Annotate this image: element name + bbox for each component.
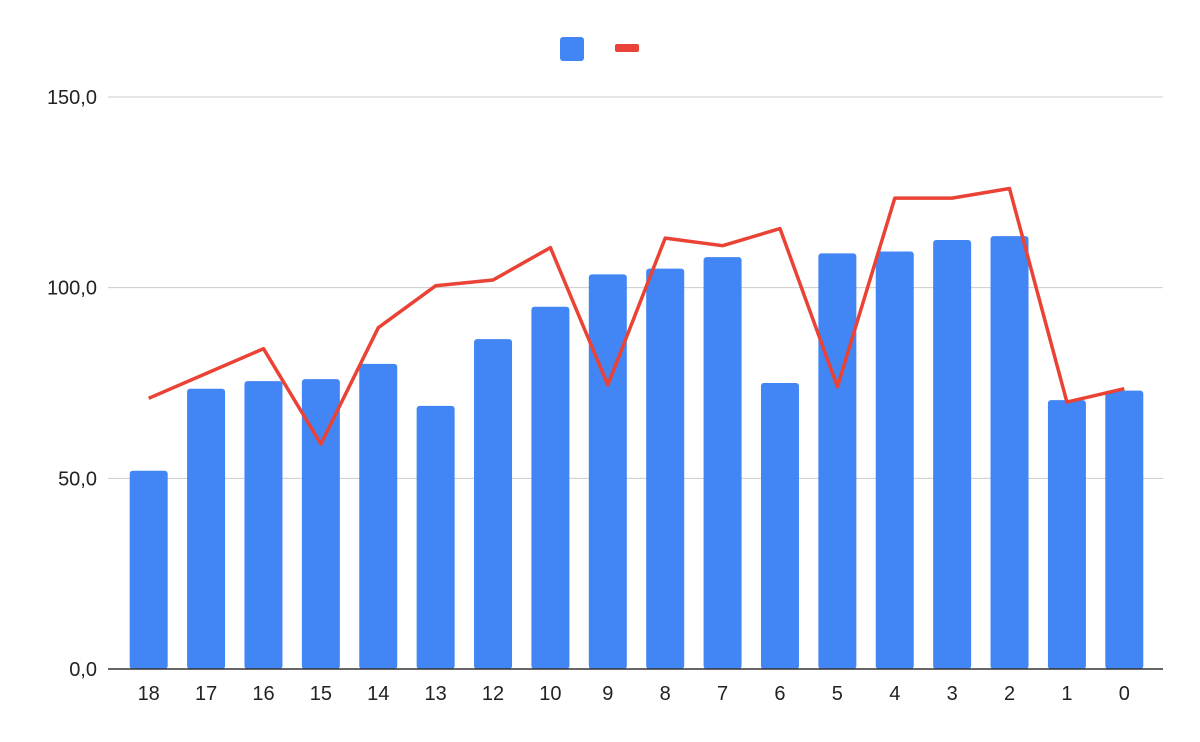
y-tick-label: 0,0: [69, 659, 97, 681]
y-tick-label: 100,0: [47, 278, 97, 300]
x-tick-label: 13: [425, 683, 447, 705]
bar: [416, 405, 455, 669]
x-tick-label: 15: [310, 683, 332, 705]
x-tick-label: 2: [1004, 683, 1015, 705]
bar: [187, 388, 226, 669]
bar: [301, 379, 340, 669]
line-series-path: [148, 186, 1125, 446]
bar: [244, 381, 283, 669]
bar: [1105, 390, 1144, 669]
x-tick-label: 5: [832, 683, 843, 705]
bar-series: [129, 236, 1144, 670]
bar: [818, 253, 857, 669]
bar: [359, 363, 398, 669]
x-tick-label: 18: [138, 683, 160, 705]
bar: [646, 268, 685, 669]
y-tick-label: 50,0: [58, 468, 97, 490]
x-axis: 18 17 16 15 14 13 12 10 9 8 7 6 5 4 3 2 1 0: [108, 668, 1163, 705]
gridlines: [108, 96, 1163, 479]
bar: [990, 236, 1029, 670]
x-tick-label: 8: [660, 683, 671, 705]
line-series: [148, 186, 1125, 446]
x-tick-label: 10: [539, 683, 561, 705]
x-tick-label: 0: [1119, 683, 1130, 705]
x-tick-label: 1: [1061, 683, 1072, 705]
bar: [933, 240, 972, 669]
bar: [588, 274, 627, 669]
bar: [531, 306, 570, 669]
legend-line-swatch: [615, 44, 639, 52]
bar: [760, 383, 799, 669]
x-tick-label: 9: [602, 683, 613, 705]
x-tick-label: 7: [717, 683, 728, 705]
x-tick-label: 6: [774, 683, 785, 705]
x-tick-label: 14: [367, 683, 389, 705]
x-tick-label: 4: [889, 683, 900, 705]
y-axis: 0,0 50,0 100,0 150,0: [47, 87, 97, 681]
bar: [1047, 400, 1086, 669]
bar: [703, 257, 742, 669]
x-tick-label: 12: [482, 683, 504, 705]
legend-bar-swatch: [560, 37, 584, 61]
x-tick-label: 17: [195, 683, 217, 705]
bar: [474, 339, 513, 669]
bar: [875, 251, 914, 669]
x-tick-label: 3: [947, 683, 958, 705]
bar: [129, 470, 168, 669]
y-tick-label: 150,0: [47, 87, 97, 109]
x-tick-label: 16: [252, 683, 274, 705]
legend: [560, 37, 639, 61]
